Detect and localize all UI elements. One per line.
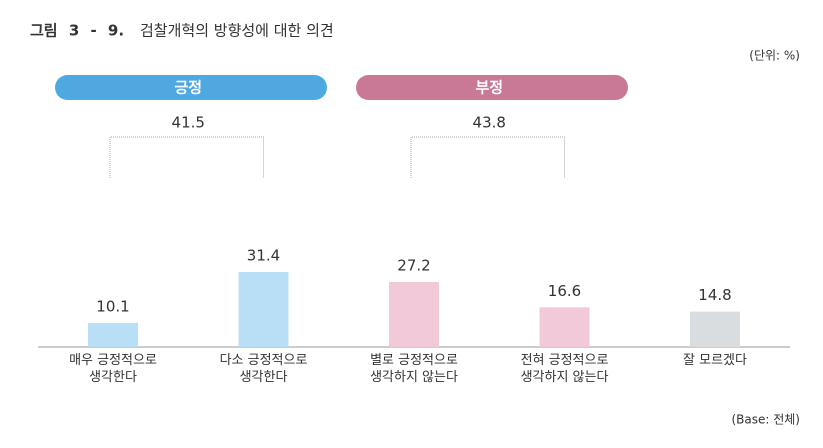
group-header — [55, 75, 327, 100]
x-tick-label: 별로 긍정적으로 생각하지 않는다 — [370, 353, 458, 385]
group-name: 부정 — [475, 79, 503, 97]
base-note: (Base: 전체) — [731, 413, 800, 427]
unit-note: (단위: %) — [749, 49, 800, 63]
data-label: 14.8 — [698, 286, 731, 304]
x-tick-label: 매우 긍정적으로 생각한다 — [69, 353, 157, 385]
bar — [389, 281, 439, 347]
x-tick-label: 잘 모르겠다 — [683, 353, 747, 368]
group-value: 41.5 — [172, 114, 205, 132]
group-value: 43.8 — [473, 114, 506, 132]
data-label: 31.4 — [247, 246, 280, 264]
data-label: 16.6 — [548, 282, 581, 300]
chart-title: 검찰개혁의 방향성에 대한 의견 — [140, 22, 334, 40]
figure-label: 그림 3 - 9. — [30, 22, 124, 40]
x-tick-label: 전혀 긍정적으로 생각하지 않는다 — [520, 353, 609, 385]
data-label: 27.2 — [397, 256, 430, 274]
group-header — [356, 75, 628, 100]
bar — [238, 271, 289, 347]
data-label: 10.1 — [96, 297, 129, 315]
group-name: 긍정 — [174, 79, 202, 97]
bar — [539, 307, 590, 347]
bar — [690, 311, 740, 347]
bracket — [410, 136, 565, 178]
bracket — [109, 136, 264, 178]
x-tick-label: 다소 긍정적으로 생각한다 — [219, 353, 308, 385]
bar — [88, 322, 138, 347]
